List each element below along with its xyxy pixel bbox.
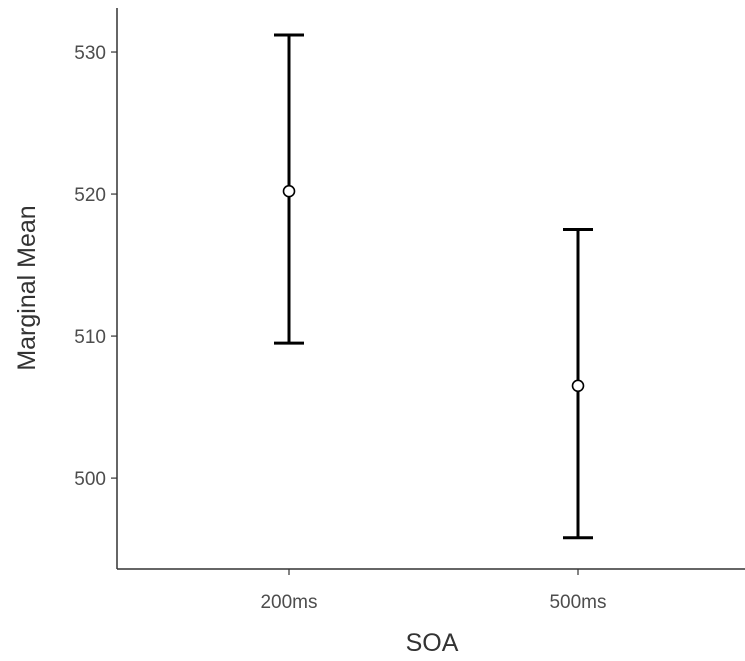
x-tick-label: 200ms	[260, 592, 317, 613]
y-tick-label: 520	[74, 185, 106, 206]
x-axis-title: SOA	[406, 629, 459, 657]
y-tick-label: 510	[74, 327, 106, 348]
axes	[116, 8, 745, 570]
y-ticks: 500 510 520 530	[74, 43, 117, 490]
y-axis-title: Marginal Mean	[13, 205, 41, 370]
x-ticks: 200ms 500ms	[260, 569, 607, 613]
y-tick-label: 500	[74, 469, 106, 490]
data-marks	[274, 33, 593, 540]
x-tick-label: 500ms	[549, 592, 606, 613]
y-tick-label: 530	[74, 43, 106, 64]
mean-point	[571, 379, 585, 393]
mean-point	[282, 184, 296, 198]
